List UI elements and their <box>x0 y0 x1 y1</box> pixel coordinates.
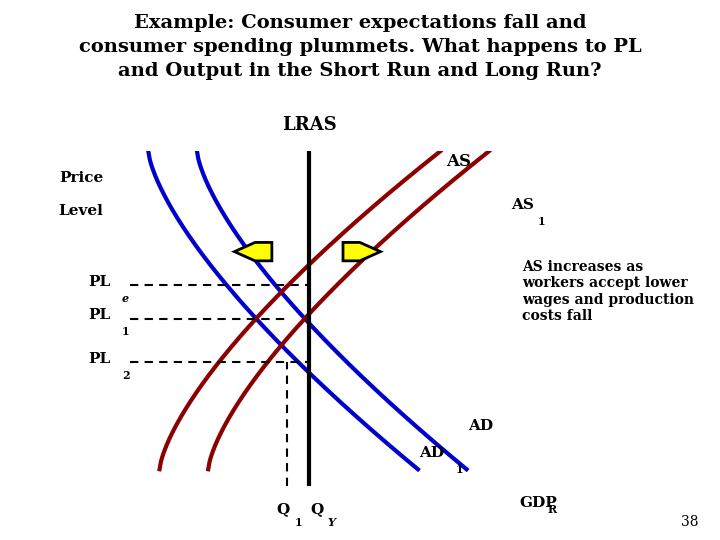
Text: 38: 38 <box>681 515 698 529</box>
Text: PL: PL <box>89 275 111 289</box>
Text: 1: 1 <box>122 327 130 338</box>
Text: Q: Q <box>310 502 323 516</box>
Text: consumer spending plummets. What happens to PL: consumer spending plummets. What happens… <box>78 38 642 56</box>
Text: AS: AS <box>446 153 472 170</box>
Text: AS: AS <box>511 198 534 212</box>
Text: Price: Price <box>59 171 103 185</box>
FancyArrow shape <box>343 242 380 261</box>
Text: AD: AD <box>468 418 492 433</box>
Text: R: R <box>547 504 556 515</box>
Text: AD: AD <box>419 446 444 460</box>
Text: 1: 1 <box>294 517 302 528</box>
Text: 2: 2 <box>122 370 130 381</box>
Text: LRAS: LRAS <box>282 117 337 134</box>
Text: Level: Level <box>58 205 104 219</box>
Text: PL: PL <box>89 308 111 322</box>
Text: e: e <box>122 293 129 304</box>
Text: 1: 1 <box>455 464 463 475</box>
Text: and Output in the Short Run and Long Run?: and Output in the Short Run and Long Run… <box>118 62 602 80</box>
Text: AS increases as
workers accept lower
wages and production
costs fall: AS increases as workers accept lower wag… <box>522 260 694 323</box>
Text: GDP: GDP <box>519 496 557 510</box>
Text: Example: Consumer expectations fall and: Example: Consumer expectations fall and <box>134 14 586 31</box>
Text: 1: 1 <box>538 216 545 227</box>
Text: Q: Q <box>276 502 289 516</box>
Text: Y: Y <box>328 517 336 528</box>
FancyArrow shape <box>235 242 272 261</box>
Text: PL: PL <box>89 352 111 366</box>
